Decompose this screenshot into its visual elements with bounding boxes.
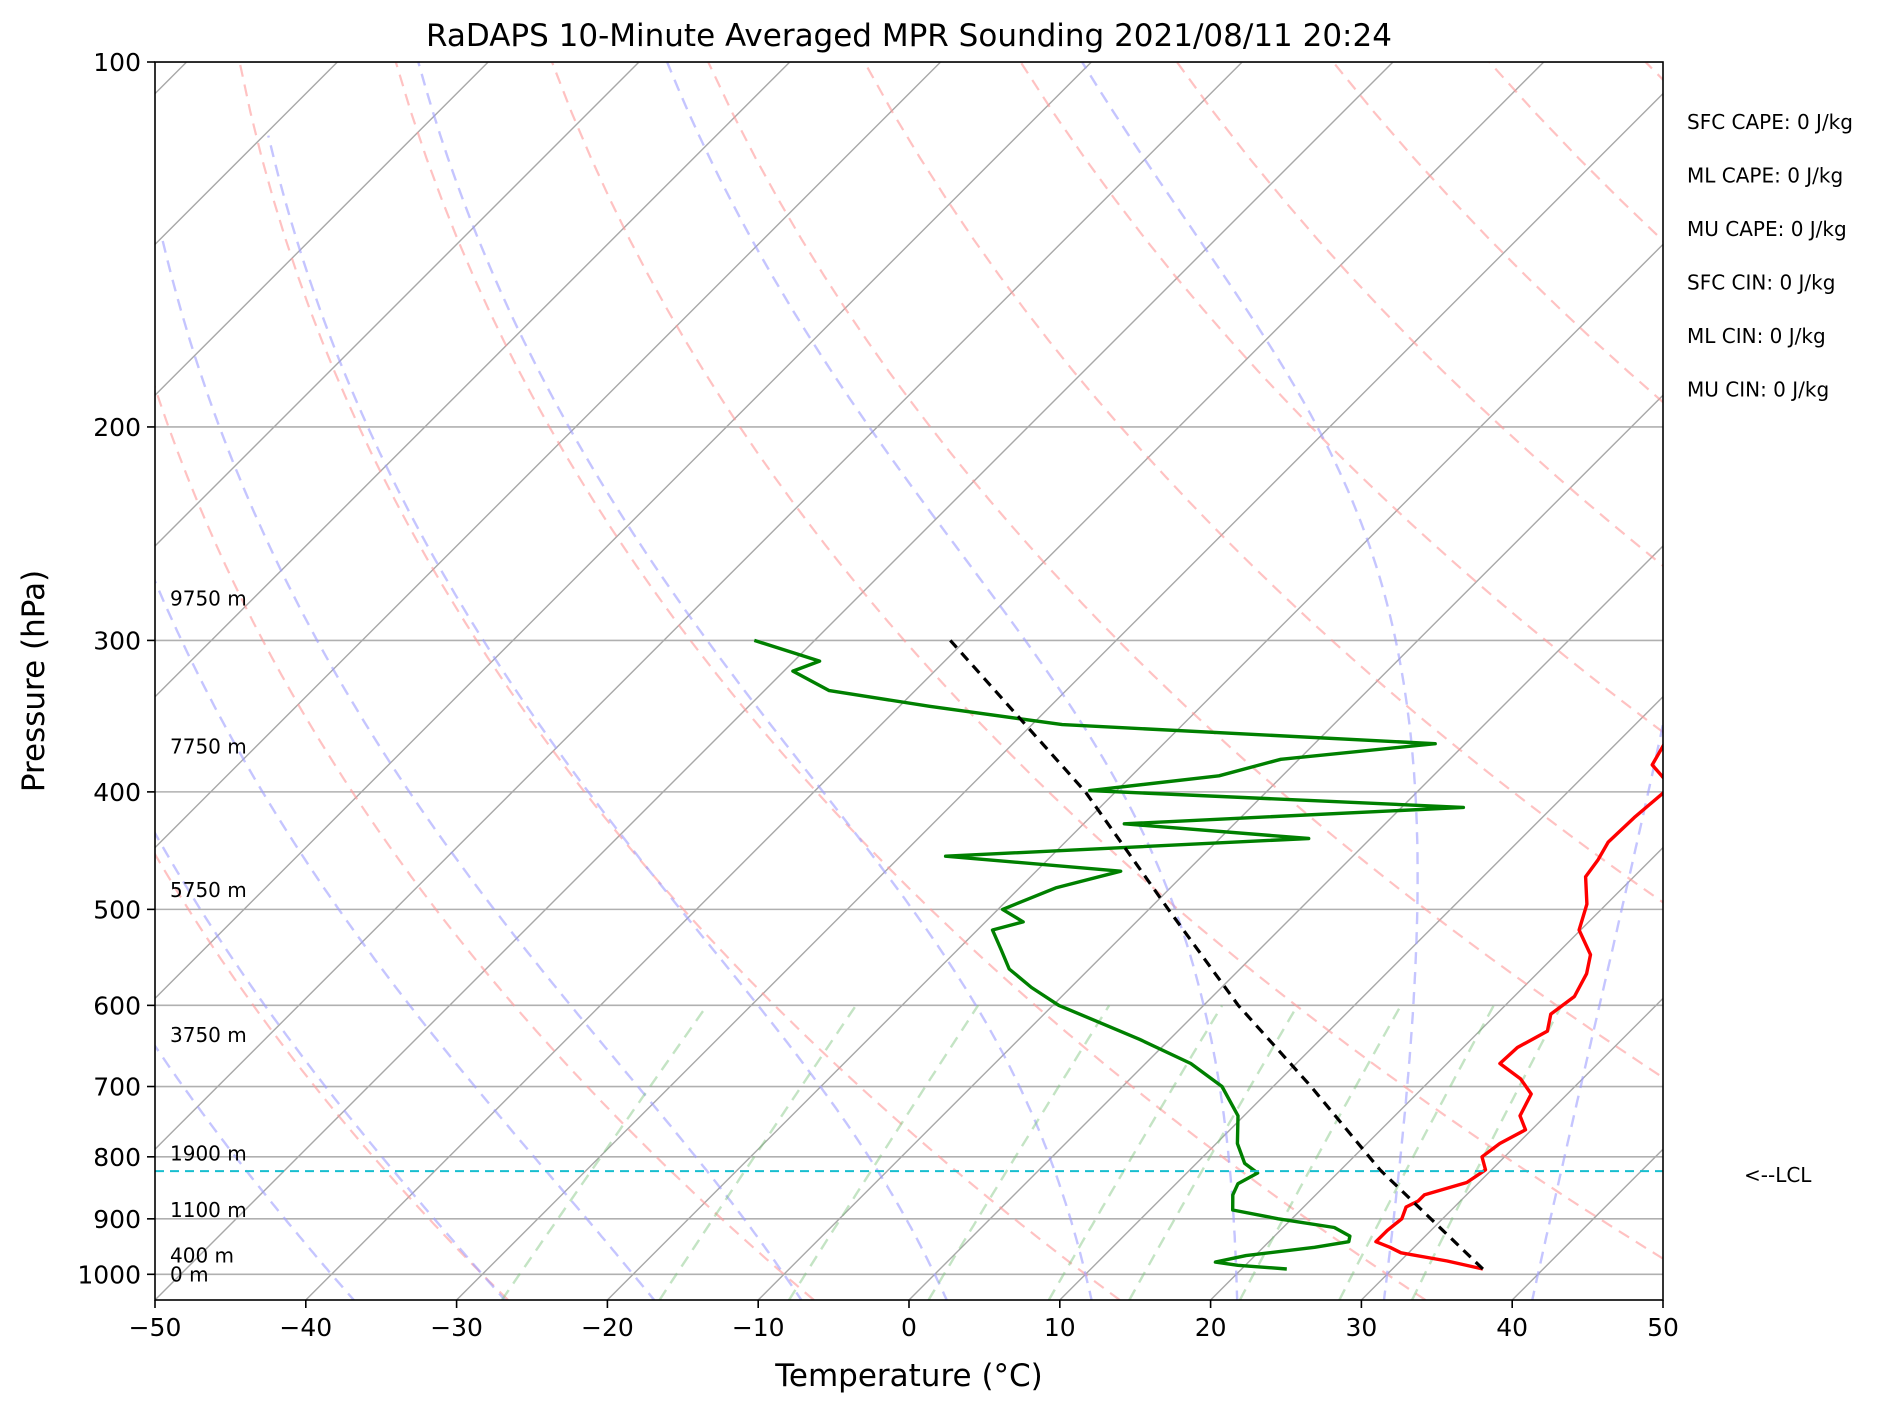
x-tick-label: 50 (1647, 1313, 1679, 1342)
moist-adiabat (161, 238, 803, 1300)
isotherm-line (1360, 997, 1663, 1300)
stability-index: MU CAPE: 0 J/kg (1687, 217, 1847, 241)
y-tick-label: 1000 (77, 1260, 141, 1289)
mixing-ratio-line (1238, 1004, 1402, 1300)
isotherm-line (456, 92, 1663, 1300)
isotherm-line (155, 62, 791, 698)
y-tick-label: 500 (93, 895, 141, 924)
mixing-ratio-line (1047, 1004, 1224, 1300)
temperature-profile-line (1374, 742, 1663, 1271)
height-label: 400 m (170, 1244, 234, 1268)
height-label: 1900 m (170, 1142, 247, 1166)
x-tick-label: −30 (430, 1313, 483, 1342)
y-tick-label: 300 (93, 626, 141, 655)
moist-adiabat (417, 62, 1093, 1300)
x-tick-label: −50 (129, 1313, 182, 1342)
height-label: 0 m (170, 1262, 209, 1286)
lcl-annotation: <--LCL (1744, 1163, 1812, 1187)
dry-adiabat (550, 62, 1663, 1260)
chart-title: RaDAPS 10-Minute Averaged MPR Sounding 2… (426, 18, 1392, 54)
mixing-ratio-line (927, 1004, 1111, 1300)
moist-adiabat (155, 578, 656, 1300)
isotherm-line (606, 243, 1663, 1300)
parcel-path-line (949, 639, 1485, 1271)
isotherm-line (155, 62, 1243, 1151)
x-axis-label: Temperature (°C) (774, 1358, 1043, 1394)
x-tick-label: 20 (1195, 1313, 1227, 1342)
height-label: 3750 m (170, 1023, 247, 1047)
y-tick-label: 700 (93, 1073, 141, 1102)
y-axis-label: Pressure (hPa) (16, 570, 52, 792)
x-tick-label: −40 (279, 1313, 332, 1342)
y-tick-label: 800 (93, 1143, 141, 1172)
moist-adiabat (1081, 62, 1419, 1300)
mixing-ratio-line (1410, 1004, 1563, 1300)
isotherm-line (155, 62, 1092, 1000)
x-tick-label: −10 (732, 1313, 785, 1342)
mixing-ratio-line (787, 1004, 980, 1300)
y-tick-label: 900 (93, 1205, 141, 1234)
isotherm-line (155, 62, 640, 547)
mixing-ratio-line (1128, 1004, 1299, 1300)
mixing-ratio-line (500, 1004, 709, 1300)
lcl-label: <--LCL (1744, 1163, 1812, 1187)
dry-adiabat (155, 384, 815, 1300)
x-tick-label: 30 (1345, 1313, 1377, 1342)
dry-adiabat (1019, 62, 1663, 734)
isotherm-line (1059, 695, 1663, 1300)
height-label: 5750 m (170, 878, 247, 902)
isotherm-line (305, 62, 1545, 1300)
plot-area (155, 62, 1663, 1300)
mixing-ratio-line (1338, 1004, 1495, 1300)
stability-index: SFC CIN: 0 J/kg (1687, 271, 1835, 295)
height-label: 1100 m (170, 1198, 247, 1222)
isotherm-line (155, 62, 489, 397)
moist-adiabat (267, 135, 949, 1300)
stability-index: MU CIN: 0 J/kg (1687, 378, 1829, 402)
moist-adiabat (665, 62, 1239, 1300)
y-tick-label: 200 (93, 413, 141, 442)
moist-adiabat (155, 830, 507, 1300)
stability-index: ML CIN: 0 J/kg (1687, 324, 1826, 348)
dry-adiabat (394, 62, 1427, 1300)
x-tick-label: 40 (1496, 1313, 1528, 1342)
height-label: 9750 m (170, 586, 247, 610)
y-tick-label: 600 (93, 991, 141, 1020)
isotherm-line (155, 62, 942, 849)
x-tick-label: 10 (1044, 1313, 1076, 1342)
stability-index: ML CAPE: 0 J/kg (1687, 164, 1843, 188)
isotherm-line (1210, 846, 1663, 1300)
height-label: 7750 m (170, 735, 247, 759)
isotherm-line (155, 62, 1394, 1300)
stability-index: SFC CAPE: 0 J/kg (1687, 110, 1853, 134)
moist-adiabat (1531, 718, 1663, 1300)
x-tick-label: 0 (901, 1313, 917, 1342)
dry-adiabat (238, 62, 1121, 1300)
y-tick-label: 400 (93, 778, 141, 807)
mixing-ratio-line (658, 1004, 857, 1300)
x-tick-label: −20 (581, 1313, 634, 1342)
dewpoint-profile-line (753, 638, 1466, 1271)
y-tick-label: 100 (93, 48, 141, 77)
dry-adiabat (863, 62, 1663, 904)
dry-adiabat (707, 62, 1663, 1079)
stability-indices: SFC CAPE: 0 J/kg ML CAPE: 0 J/kg MU CAPE: … (1687, 110, 1853, 402)
isotherm-line (908, 545, 1663, 1300)
